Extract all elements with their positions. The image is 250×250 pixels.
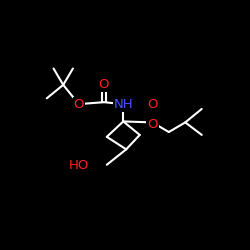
Text: HO: HO: [69, 159, 89, 172]
Text: O: O: [74, 98, 84, 110]
Text: O: O: [99, 78, 109, 91]
Text: O: O: [147, 98, 158, 110]
Text: NH: NH: [114, 98, 133, 110]
Text: O: O: [147, 118, 158, 131]
